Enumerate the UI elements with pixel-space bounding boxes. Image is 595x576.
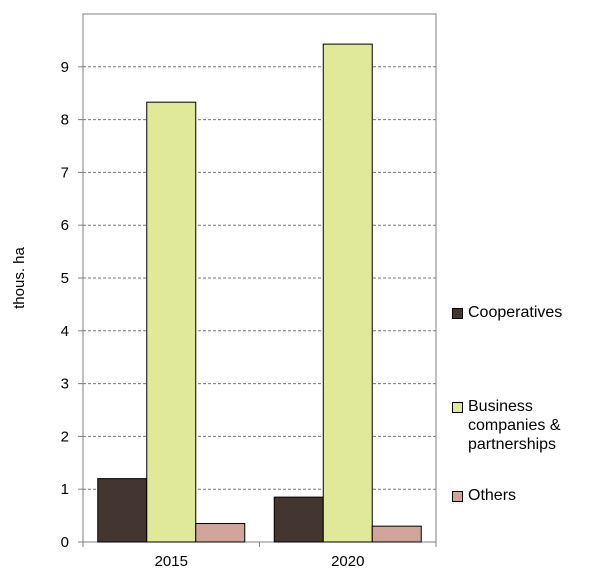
legend-item-business-companies: Business companies & partnerships: [452, 397, 595, 454]
y-tick-label-8: 8: [61, 112, 69, 129]
legend-swatch-cooperatives: [452, 308, 463, 319]
x-ticks: 2015 2020: [82, 542, 437, 570]
y-tick-label-5: 5: [61, 270, 69, 287]
y-tick-label-3: 3: [61, 376, 69, 393]
legend-swatch-others: [452, 491, 463, 502]
legend-item-cooperatives: Cooperatives: [452, 303, 595, 322]
bar-2020-1: [322, 43, 373, 543]
y-tick-label-6: 6: [61, 217, 69, 234]
bar-2020-2: [371, 525, 422, 543]
legend-item-others: Others: [452, 486, 595, 505]
bar-2015-2: [195, 523, 246, 543]
gridlines: [83, 66, 436, 490]
legend-swatch-business-companies: [452, 402, 463, 413]
y-tick-label-0: 0: [61, 534, 69, 551]
x-tick-label-2020: 2020: [331, 553, 364, 570]
y-tick-label-9: 9: [61, 59, 69, 76]
y-tick-label-1: 1: [61, 481, 69, 498]
legend-label-others: Others: [468, 487, 517, 504]
bar-2020-0: [273, 496, 324, 543]
y-axis-title: thous. ha: [11, 246, 28, 308]
y-ticks: 0 1 2 3 4 5 6 7 8 9: [61, 59, 83, 551]
y-tick-label-7: 7: [61, 164, 69, 181]
y-tick-label-4: 4: [61, 323, 69, 340]
y-tick-label-2: 2: [61, 428, 69, 445]
bar-2015-1: [146, 101, 197, 543]
legend-label-cooperatives: Cooperatives: [468, 304, 563, 321]
bar-2015-0: [97, 478, 148, 543]
legend-label-business-companies: Business companies & partnerships: [468, 398, 561, 453]
x-tick-label-2015: 2015: [155, 553, 188, 570]
bars-group: [97, 43, 422, 543]
